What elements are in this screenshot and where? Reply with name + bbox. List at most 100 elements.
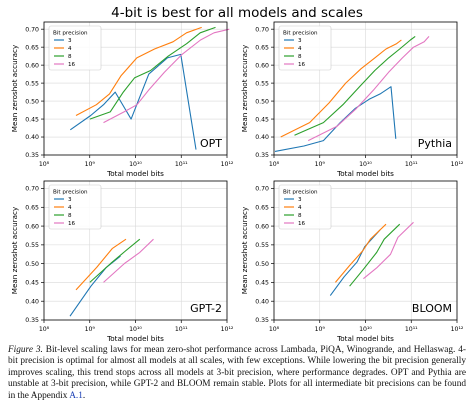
figure-title: 4-bit is best for all models and scales — [111, 5, 363, 21]
x-tick-label: 10¹¹ — [175, 161, 188, 168]
x-tick-label: 10⁸ — [269, 161, 280, 168]
legend-label-3bit: 3 — [68, 197, 72, 203]
y-tick-label: 0.35 — [255, 317, 269, 324]
x-axis-label: Total model bits — [106, 334, 164, 343]
x-tick-label: 10⁹ — [315, 326, 326, 333]
y-tick-label: 0.50 — [25, 98, 39, 105]
y-tick-label: 0.55 — [25, 80, 39, 87]
x-tick-label: 10¹¹ — [405, 161, 418, 168]
legend-label-8bit: 8 — [298, 54, 302, 60]
x-tick-label: 10⁹ — [315, 161, 326, 168]
caption-text: Bit-level scaling laws for mean zero-sho… — [8, 345, 466, 401]
series-line-3bit — [69, 53, 197, 150]
figure-caption: Figure 3. Bit-level scaling laws for mea… — [8, 345, 466, 401]
x-tick-label: 10⁸ — [269, 326, 280, 333]
series-line-16bit — [103, 28, 230, 124]
model-name-label: GPT-2 — [190, 302, 222, 315]
legend-label-3bit: 3 — [298, 38, 302, 44]
y-tick-label: 0.70 — [255, 186, 269, 193]
series-line-8bit — [89, 26, 216, 120]
x-tick-label: 10¹² — [221, 161, 234, 168]
y-tick-label: 0.45 — [25, 280, 39, 287]
y-tick-label: 0.45 — [255, 280, 269, 287]
y-tick-label: 0.65 — [255, 204, 269, 211]
x-axis-label: Total model bits — [106, 169, 164, 178]
x-tick-label: 10⁹ — [85, 326, 96, 333]
legend-label-8bit: 8 — [68, 213, 72, 219]
y-axis-label: Mean zeroshot accuracy — [10, 206, 19, 294]
y-tick-label: 0.60 — [255, 62, 269, 69]
series-line-3bit — [274, 86, 397, 152]
x-tick-label: 10¹² — [221, 326, 234, 333]
plot-frame — [43, 180, 228, 321]
series-line-16bit — [103, 238, 154, 283]
series-line-4bit — [334, 223, 387, 283]
legend-box — [48, 25, 102, 71]
legend-label-3bit: 3 — [68, 38, 72, 44]
legend-label-16bit: 16 — [298, 221, 306, 227]
x-tick-label: 10¹² — [451, 161, 464, 168]
y-tick-label: 0.70 — [25, 26, 39, 33]
series-line-4bit — [75, 238, 127, 291]
series-line-3bit — [329, 229, 381, 296]
y-tick-label: 0.60 — [25, 223, 39, 230]
y-axis-label: Mean zeroshot accuracy — [240, 44, 249, 132]
legend-box — [278, 184, 332, 230]
series-line-4bit — [280, 39, 402, 138]
y-tick-label: 0.60 — [25, 62, 39, 69]
x-axis-label: Total model bits — [336, 169, 394, 178]
caption-label: Figure 3. — [8, 345, 43, 355]
y-tick-label: 0.55 — [25, 242, 39, 249]
x-tick-label: 10¹¹ — [175, 326, 188, 333]
y-axis-label: Mean zeroshot accuracy — [240, 206, 249, 294]
x-tick-label: 10¹⁰ — [359, 326, 372, 333]
x-tick-label: 10¹⁰ — [359, 161, 372, 168]
chart-panel-pythia: 10⁸ 10⁹ 10¹⁰ 10¹¹ 10¹² 0.35 0.40 0.45 0.50 0.55 0.… — [240, 21, 464, 178]
x-tick-label: 10⁸ — [39, 326, 50, 333]
legend-label-4bit: 4 — [68, 46, 72, 52]
model-name-label: OPT — [200, 137, 222, 150]
legend-label-4bit: 4 — [298, 205, 302, 211]
y-tick-label: 0.55 — [255, 242, 269, 249]
x-tick-label: 10¹⁰ — [129, 326, 142, 333]
legend-box — [48, 184, 102, 230]
legend-label-3bit: 3 — [298, 197, 302, 203]
y-tick-label: 0.65 — [25, 44, 39, 51]
legend-label-16bit: 16 — [68, 221, 76, 227]
series-line-4bit — [75, 26, 202, 116]
legend-title: Bit precision — [53, 190, 88, 196]
y-tick-label: 0.35 — [25, 317, 39, 324]
legend-title: Bit precision — [53, 31, 88, 37]
y-tick-label: 0.55 — [255, 80, 269, 87]
chart-panel-bloom: 10⁸ 10⁹ 10¹⁰ 10¹¹ 10¹² 0.35 0.40 0.45 0.50 0.55 0.… — [240, 180, 464, 343]
model-name-label: BLOOM — [412, 302, 452, 315]
legend-label-16bit: 16 — [298, 62, 306, 68]
y-tick-label: 0.40 — [25, 134, 39, 141]
series-line-16bit — [307, 36, 430, 142]
y-axis-label: Mean zeroshot accuracy — [10, 44, 19, 132]
y-tick-label: 0.50 — [25, 261, 39, 268]
y-tick-label: 0.50 — [255, 98, 269, 105]
series-line-16bit — [363, 221, 414, 280]
x-axis-label: Total model bits — [336, 334, 394, 343]
series-line-8bit — [294, 35, 416, 136]
series-line-8bit — [349, 223, 401, 287]
series-line-8bit — [89, 238, 141, 283]
y-tick-label: 0.40 — [25, 298, 39, 305]
model-name-label: Pythia — [418, 137, 452, 150]
x-tick-label: 10¹¹ — [405, 326, 418, 333]
legend-title: Bit precision — [283, 190, 318, 196]
x-tick-label: 10⁹ — [85, 161, 96, 168]
y-tick-label: 0.50 — [255, 261, 269, 268]
y-tick-label: 0.40 — [255, 298, 269, 305]
legend-label-4bit: 4 — [298, 46, 302, 52]
plot-frame — [43, 21, 228, 156]
legend-label-8bit: 8 — [298, 213, 302, 219]
chart-panel-opt: 10⁸ 10⁹ 10¹⁰ 10¹¹ 10¹² 0.35 0.40 0.45 0.50 0.55 0.… — [10, 21, 234, 178]
appendix-link[interactable]: A.1 — [69, 390, 83, 401]
